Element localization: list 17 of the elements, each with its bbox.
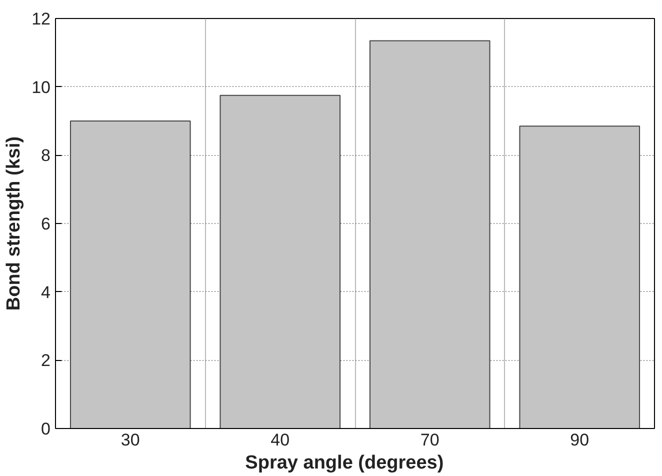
y-tick-label: 4	[41, 282, 51, 302]
x-tick-label: 70	[420, 430, 440, 450]
bar	[519, 126, 640, 428]
y-tick-label: 12	[32, 10, 51, 28]
x-tick-label: 40	[270, 430, 290, 450]
bar	[369, 40, 490, 428]
y-axis-title: Bond strength (ksi)	[4, 136, 25, 311]
y-tick-label: 8	[41, 146, 51, 166]
x-tick-label: 90	[570, 430, 590, 450]
bar	[70, 120, 191, 428]
x-tick-label: 30	[120, 430, 140, 450]
x-axis-title: Spray angle (degrees)	[245, 452, 444, 474]
y-tick-label: 10	[32, 78, 51, 97]
y-tick-label: 6	[41, 214, 51, 234]
y-tick-label: 2	[41, 351, 51, 370]
bar	[220, 94, 341, 428]
y-tick-label: 0	[41, 420, 51, 438]
